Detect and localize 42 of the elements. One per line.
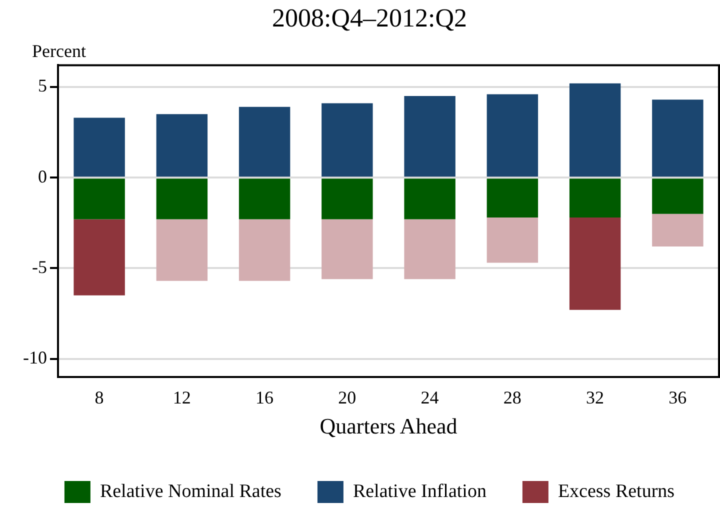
bar	[74, 219, 125, 296]
legend-label: Excess Returns	[558, 480, 675, 502]
bar	[322, 219, 373, 280]
y-tick-label: -5	[32, 256, 47, 277]
bar	[156, 219, 208, 281]
y-tick-label: -10	[22, 348, 47, 368]
x-tick-label: 16	[256, 388, 274, 408]
y-axis-title: Percent	[32, 40, 86, 61]
x-tick-label: 24	[420, 388, 439, 408]
chart-title: 2008:Q4–2012:Q2	[272, 3, 467, 32]
legend-label: Relative Nominal Rates	[100, 480, 282, 502]
bar	[156, 178, 208, 220]
x-tick-label: 36	[668, 388, 687, 408]
bar	[238, 219, 290, 281]
bar	[74, 118, 125, 177]
bar	[486, 94, 538, 177]
bar	[322, 178, 373, 220]
x-tick-label: 32	[586, 388, 604, 408]
bar	[652, 100, 704, 177]
bar	[156, 114, 208, 177]
y-tick-label: 5	[38, 76, 47, 96]
x-tick-label: 20	[338, 388, 356, 408]
bar	[569, 178, 621, 218]
bar	[569, 217, 621, 310]
bar	[652, 178, 704, 214]
bar	[404, 178, 456, 220]
bar	[569, 83, 621, 177]
bar	[74, 178, 125, 220]
bar	[486, 178, 538, 218]
bar	[486, 217, 538, 263]
x-tick-label: 8	[94, 388, 104, 408]
bar	[404, 219, 456, 280]
x-tick-label: 12	[172, 388, 191, 408]
bar	[238, 178, 290, 220]
bar	[238, 106, 290, 177]
legend-label: Relative Inflation	[352, 480, 487, 502]
x-axis-title: Quarters Ahead	[320, 414, 458, 439]
bar	[404, 96, 456, 177]
bar	[322, 103, 373, 177]
x-tick-label: 28	[503, 388, 522, 408]
bar	[652, 214, 704, 246]
y-tick-label: 0	[38, 166, 47, 186]
